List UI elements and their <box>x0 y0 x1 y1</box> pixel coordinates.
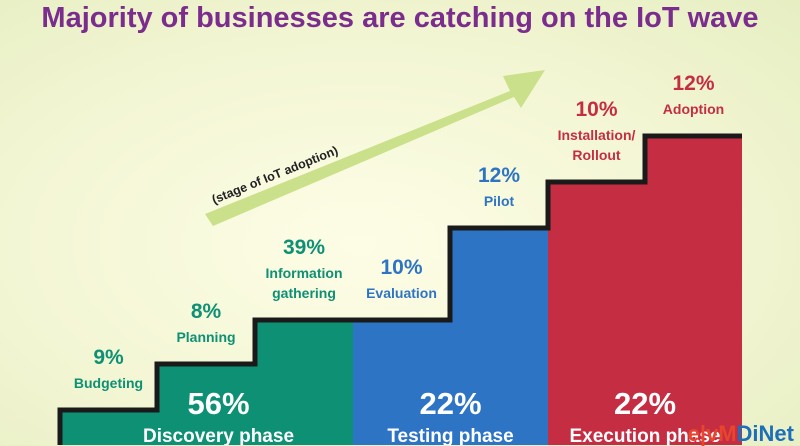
stage-label-4: 10% Evaluation <box>366 256 437 301</box>
stage-percent: 12% <box>672 72 714 95</box>
stage-name: gathering <box>272 285 336 301</box>
stair-outline <box>57 133 742 445</box>
watermark-part2: DiNet <box>736 421 794 446</box>
phase-block-2 <box>353 228 548 445</box>
stage-name: Budgeting <box>74 375 143 391</box>
phase-name: Testing phase <box>387 426 513 445</box>
stage-label-2: 8% Planning <box>176 300 235 345</box>
phase-label-2: 22% Testing phase <box>387 386 513 445</box>
stage-name: Adoption <box>663 101 724 117</box>
stage-name: Pilot <box>484 193 515 209</box>
stage-label-6: 10% Installation/Rollout <box>558 98 636 163</box>
phase-percent: 22% <box>614 386 676 421</box>
arrow-shape <box>205 70 545 226</box>
stage-name: Information <box>266 265 343 281</box>
stage-percent: 12% <box>478 164 520 187</box>
stage-name: Installation/ <box>558 127 636 143</box>
chart-title: Majority of businesses are catching on t… <box>41 2 759 34</box>
stage-labels: 9% Budgeting 8% Planning 39% Information gathe… <box>74 72 724 391</box>
stage-percent: 8% <box>191 300 222 323</box>
watermark-logo: e|vMDiNet <box>688 423 794 445</box>
phase-label-3: 22% Execution phase <box>570 386 721 445</box>
stage-label-7: 12% Adoption <box>663 72 724 117</box>
stage-name: Rollout <box>572 147 621 163</box>
stage-label-3: 39% Information gathering <box>266 236 343 301</box>
phase-label-1: 56% Discovery phase <box>143 386 294 445</box>
stage-name: Planning <box>176 329 235 345</box>
stage-percent: 10% <box>380 256 422 279</box>
phase-block-3 <box>548 136 742 445</box>
stage-percent: 9% <box>93 346 124 369</box>
stage-percent: 10% <box>575 98 617 121</box>
phase-blocks <box>60 136 742 445</box>
phase-name: Execution phase <box>570 426 721 445</box>
stage-label-1: 9% Budgeting <box>74 346 143 391</box>
stage-percent: 39% <box>283 236 325 259</box>
phase-percent: 22% <box>419 386 481 421</box>
stage-label-5: 12% Pilot <box>478 164 520 209</box>
watermark-part1: e|vM <box>687 421 737 446</box>
phase-percent: 56% <box>187 386 249 421</box>
phase-labels: 56% Discovery phase 22% Testing phase 22% Exe… <box>143 386 721 445</box>
phase-block-1 <box>60 320 353 445</box>
stair-line <box>57 133 742 445</box>
stage-name: Evaluation <box>366 285 437 301</box>
phase-name: Discovery phase <box>143 426 294 445</box>
